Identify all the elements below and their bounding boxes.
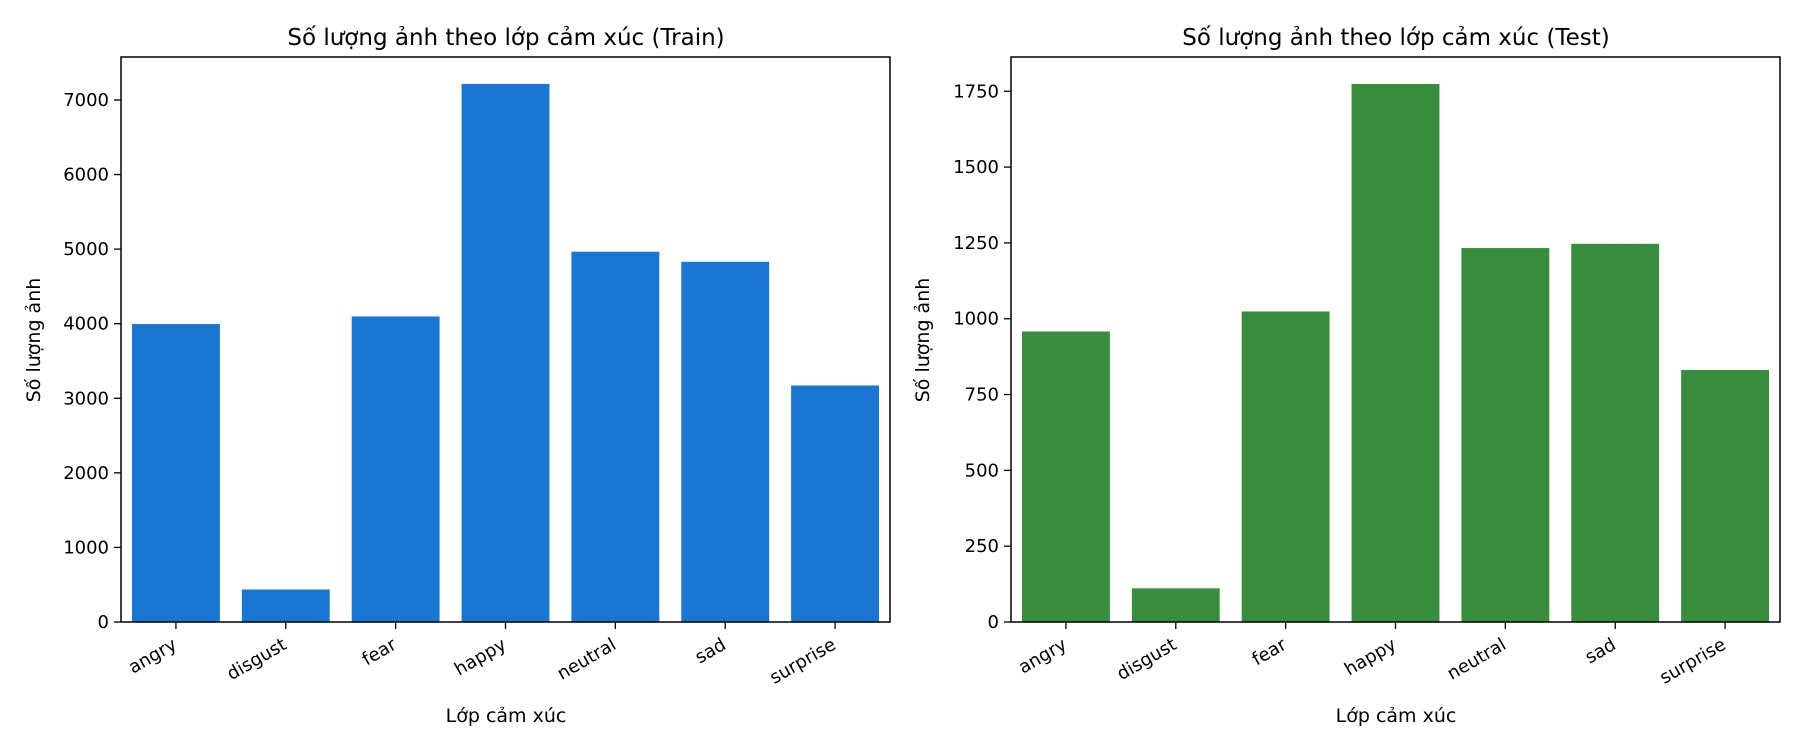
x-tick-label-disgust: disgust bbox=[1113, 634, 1180, 685]
y-axis-label: Số lượng ảnh bbox=[912, 278, 934, 403]
x-tick-label-sad: sad bbox=[1582, 634, 1620, 668]
y-tick-label: 3000 bbox=[63, 388, 109, 409]
y-tick-label: 500 bbox=[965, 460, 999, 481]
bar-neutral bbox=[1461, 248, 1550, 622]
y-tick-label: 1000 bbox=[63, 537, 109, 558]
y-tick-label: 0 bbox=[988, 612, 999, 633]
x-tick-label-neutral: neutral bbox=[1444, 634, 1510, 684]
y-tick-label: 1000 bbox=[953, 309, 999, 330]
x-tick-label-happy: happy bbox=[1341, 634, 1400, 680]
x-tick-label-fear: fear bbox=[359, 634, 401, 670]
test-chart: Số lượng ảnh theo lớp cảm xúc (Test) Lớp… bbox=[912, 25, 1781, 727]
x-tick-label-angry: angry bbox=[125, 634, 181, 678]
bar-angry bbox=[1021, 331, 1110, 622]
bar-surprise bbox=[791, 385, 880, 622]
bar-sad bbox=[1571, 243, 1660, 622]
bar-fear bbox=[351, 316, 440, 622]
y-tick-label: 2000 bbox=[63, 463, 109, 484]
x-tick-label-neutral: neutral bbox=[554, 634, 620, 684]
bar-neutral bbox=[571, 251, 660, 622]
bar-angry bbox=[131, 324, 220, 622]
y-tick-label: 7000 bbox=[63, 90, 109, 111]
y-axis-label: Số lượng ảnh bbox=[23, 278, 45, 403]
x-axis-label: Lớp cảm xúc bbox=[446, 705, 567, 727]
bar-disgust bbox=[241, 589, 330, 622]
bar-fear bbox=[1241, 311, 1330, 622]
bar-happy bbox=[1351, 83, 1440, 623]
y-tick-label: 6000 bbox=[63, 165, 109, 186]
y-tick-label: 1250 bbox=[953, 233, 999, 254]
x-tick-label-happy: happy bbox=[451, 634, 510, 680]
bar-happy bbox=[461, 83, 550, 623]
x-tick-label-surprise: surprise bbox=[766, 634, 839, 688]
x-tick-label-surprise: surprise bbox=[1656, 634, 1729, 688]
bar-disgust bbox=[1131, 588, 1220, 622]
bar-surprise bbox=[1681, 369, 1770, 622]
y-tick-label: 250 bbox=[965, 536, 999, 557]
y-tick-label: 750 bbox=[965, 385, 999, 406]
x-tick-label-fear: fear bbox=[1249, 634, 1291, 670]
y-tick-label: 0 bbox=[98, 612, 109, 633]
chart-title: Số lượng ảnh theo lớp cảm xúc (Train) bbox=[287, 25, 724, 51]
x-axis-label: Lớp cảm xúc bbox=[1336, 705, 1457, 727]
y-tick-label: 4000 bbox=[63, 314, 109, 335]
x-tick-label-sad: sad bbox=[692, 634, 730, 668]
x-tick-label-disgust: disgust bbox=[223, 634, 290, 685]
y-tick-label: 5000 bbox=[63, 239, 109, 260]
train-chart: Số lượng ảnh theo lớp cảm xúc (Train) Lớ… bbox=[23, 25, 891, 727]
y-tick-label: 1750 bbox=[953, 81, 999, 102]
x-tick-label-angry: angry bbox=[1015, 634, 1071, 678]
y-tick-label: 1500 bbox=[953, 157, 999, 178]
chart-title: Số lượng ảnh theo lớp cảm xúc (Test) bbox=[1182, 25, 1609, 51]
bar-sad bbox=[681, 261, 770, 622]
